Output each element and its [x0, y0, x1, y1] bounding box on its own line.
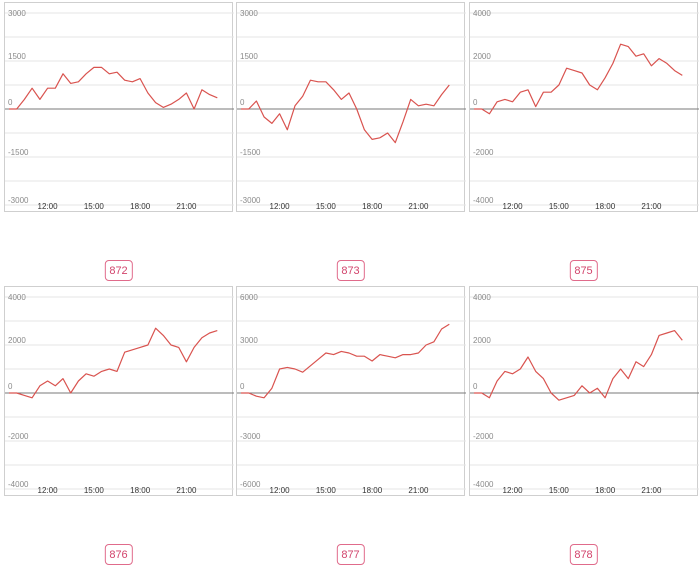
- y-tick-label: 0: [473, 382, 478, 391]
- chart-plot-area: 4000 2000 0 -2000 -4000 12:00 15:00 18:00 21:00: [469, 286, 699, 496]
- x-tick-label: 18:00: [362, 486, 383, 495]
- y-tick-label: 0: [240, 98, 245, 107]
- x-tick-label: 18:00: [595, 486, 616, 495]
- chart-panel-877: 6000 3000 0 -3000 -6000 12:00 15:00 18:00 21:00 8…: [236, 286, 466, 568]
- x-tick-label: 21:00: [641, 202, 662, 211]
- x-tick-label: 21:00: [408, 486, 429, 495]
- y-tick-label: 6000: [240, 293, 258, 302]
- series-line: [474, 43, 683, 115]
- y-tick-label: 2000: [473, 336, 491, 345]
- y-tick-label: -4000: [473, 196, 494, 205]
- chart-plot-area: 3000 1500 0 -1500 -3000 12:00 15:00 18:00 21:00: [4, 2, 234, 212]
- y-tick-label: -3000: [240, 432, 261, 441]
- x-tick-label: 12:00: [38, 486, 59, 495]
- y-tick-label: 1500: [240, 52, 258, 61]
- x-tick-label: 12:00: [270, 486, 291, 495]
- x-tick-label: 18:00: [362, 202, 383, 211]
- x-tick-label: 12:00: [503, 202, 524, 211]
- y-tick-label: 3000: [240, 336, 258, 345]
- x-tick-label: 15:00: [316, 486, 337, 495]
- y-tick-label: 2000: [8, 336, 26, 345]
- x-tick-label: 15:00: [84, 202, 105, 211]
- y-tick-label: 4000: [8, 293, 26, 302]
- x-tick-label: 21:00: [408, 202, 429, 211]
- y-tick-label: -2000: [8, 432, 29, 441]
- y-tick-label: 0: [240, 382, 245, 391]
- y-tick-label: 3000: [8, 9, 26, 18]
- chart-panel-875: 4000 2000 0 -2000 -4000 12:00 15:00 18:00 21:00 8…: [469, 2, 699, 284]
- y-tick-label: 0: [8, 98, 13, 107]
- y-tick-label: 4000: [473, 293, 491, 302]
- line-chart: 4000 2000 0 -2000 -4000 12:00 15:00 18:00 21:00: [470, 293, 699, 495]
- x-tick-label: 12:00: [503, 486, 524, 495]
- y-tick-label: -3000: [8, 196, 29, 205]
- line-chart: 3000 1500 0 -1500 -3000 12:00 15:00 18:00 21:00: [237, 9, 466, 211]
- y-tick-label: 0: [8, 382, 13, 391]
- y-tick-label: -1500: [8, 148, 29, 157]
- y-tick-label: -4000: [473, 480, 494, 489]
- line-chart: 4000 2000 0 -2000 -4000 12:00 15:00 18:00 21:00: [5, 293, 234, 495]
- chart-id-badge: 878: [569, 544, 598, 565]
- line-chart: 3000 1500 0 -1500 -3000 12:00 15:00 18:00 21:00: [5, 9, 234, 211]
- x-tick-label: 21:00: [641, 486, 662, 495]
- y-tick-label: -2000: [473, 432, 494, 441]
- chart-panel-873: 3000 1500 0 -1500 -3000 12:00 15:00 18:00 21:00 8…: [236, 2, 466, 284]
- y-tick-label: -4000: [8, 480, 29, 489]
- x-tick-label: 15:00: [549, 486, 570, 495]
- series-line: [241, 323, 450, 399]
- x-tick-label: 15:00: [316, 202, 337, 211]
- series-line: [241, 79, 450, 144]
- y-tick-label: -1500: [240, 148, 261, 157]
- x-tick-label: 12:00: [270, 202, 291, 211]
- x-tick-label: 18:00: [130, 486, 151, 495]
- y-tick-label: 0: [473, 98, 478, 107]
- chart-plot-area: 6000 3000 0 -3000 -6000 12:00 15:00 18:00 21:00: [236, 286, 466, 496]
- y-tick-label: 3000: [240, 9, 258, 18]
- chart-panel-878: 4000 2000 0 -2000 -4000 12:00 15:00 18:00 21:00 8…: [469, 286, 699, 568]
- line-chart: 6000 3000 0 -3000 -6000 12:00 15:00 18:00 21:00: [237, 293, 466, 495]
- chart-plot-area: 3000 1500 0 -1500 -3000 12:00 15:00 18:00 21:00: [236, 2, 466, 212]
- chart-id-badge: 875: [569, 260, 598, 281]
- chart-id-badge: 877: [336, 544, 365, 565]
- series-line: [9, 66, 218, 110]
- line-chart: 4000 2000 0 -2000 -4000 12:00 15:00 18:00 21:00: [470, 9, 699, 211]
- x-tick-label: 12:00: [38, 202, 59, 211]
- x-tick-label: 21:00: [176, 486, 197, 495]
- chart-id-badge: 873: [336, 260, 365, 281]
- y-tick-label: -2000: [473, 148, 494, 157]
- x-tick-label: 15:00: [84, 486, 105, 495]
- y-tick-label: -3000: [240, 196, 261, 205]
- chart-id-badge: 872: [104, 260, 133, 281]
- x-tick-label: 15:00: [549, 202, 570, 211]
- x-tick-label: 21:00: [176, 202, 197, 211]
- y-tick-label: 2000: [473, 52, 491, 61]
- chart-panel-872: 3000 1500 0 -1500 -3000 12:00 15:00 18:00 21:00 8…: [4, 2, 234, 284]
- x-tick-label: 18:00: [130, 202, 151, 211]
- y-tick-label: 4000: [473, 9, 491, 18]
- x-tick-label: 18:00: [595, 202, 616, 211]
- series-line: [474, 329, 683, 401]
- y-tick-label: -6000: [240, 480, 261, 489]
- chart-id-badge: 876: [104, 544, 133, 565]
- chart-panel-876: 4000 2000 0 -2000 -4000 12:00 15:00 18:00 21:00 8…: [4, 286, 234, 568]
- y-tick-label: 1500: [8, 52, 26, 61]
- chart-plot-area: 4000 2000 0 -2000 -4000 12:00 15:00 18:00 21:00: [4, 286, 234, 496]
- series-line: [9, 327, 218, 399]
- chart-plot-area: 4000 2000 0 -2000 -4000 12:00 15:00 18:00 21:00: [469, 2, 699, 212]
